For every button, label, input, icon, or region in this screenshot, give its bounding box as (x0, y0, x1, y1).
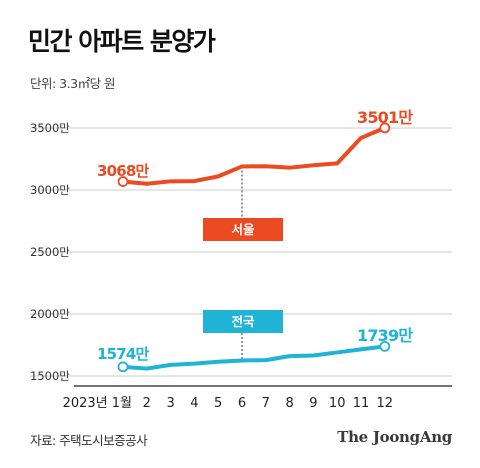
x-tick-label: 3 (166, 396, 174, 411)
x-tick-label: 9 (309, 396, 317, 411)
seoul-first-value-label: 3068만 (97, 162, 150, 180)
nation-label-box (203, 310, 283, 333)
nation-label-text: 전국 (231, 314, 255, 329)
series-endpoint-marker (117, 176, 129, 187)
source-note: 자료: 주택도시보증공사 (30, 433, 148, 448)
y-tick-label: 3500만 (30, 121, 70, 135)
x-tick-label: 5 (214, 396, 222, 411)
series-line-seoul (121, 125, 387, 186)
x-tick-label: 8 (285, 396, 293, 411)
x-tick-label: 2 (143, 396, 151, 411)
y-tick-label: 2500만 (30, 245, 70, 259)
publisher-credit: The JoongAng (337, 428, 452, 446)
x-tick-label: 10 (329, 396, 346, 411)
chart-title: 민간 아파트 분양가 (28, 27, 216, 56)
x-tick-label: 4 (190, 396, 198, 411)
series-endpoint-marker (117, 361, 129, 373)
seoul-last-value-label: 3501만 (357, 108, 413, 127)
x-tick-label: 11 (353, 396, 370, 411)
unit-note: 단위: 3.3㎡당 원 (30, 76, 116, 91)
seoul-label-box (203, 218, 283, 241)
y-tick-label: 1500만 (30, 369, 70, 383)
nation-first-value-label: 1574만 (97, 345, 150, 363)
seoul-label-text: 서울 (231, 222, 255, 237)
x-tick-label: 12 (377, 396, 394, 411)
x-tick-label: 6 (238, 396, 246, 411)
series-endpoint-marker (379, 122, 391, 134)
y-tick-label: 2000만 (30, 307, 70, 321)
series-line-nation (121, 344, 387, 371)
y-tick-label: 3000만 (30, 183, 70, 197)
series-endpoint-marker (379, 340, 391, 352)
x-tick-label: 2023년 1월 (63, 396, 132, 411)
nation-last-value-label: 1739만 (357, 326, 413, 345)
x-tick-label: 7 (262, 396, 270, 411)
